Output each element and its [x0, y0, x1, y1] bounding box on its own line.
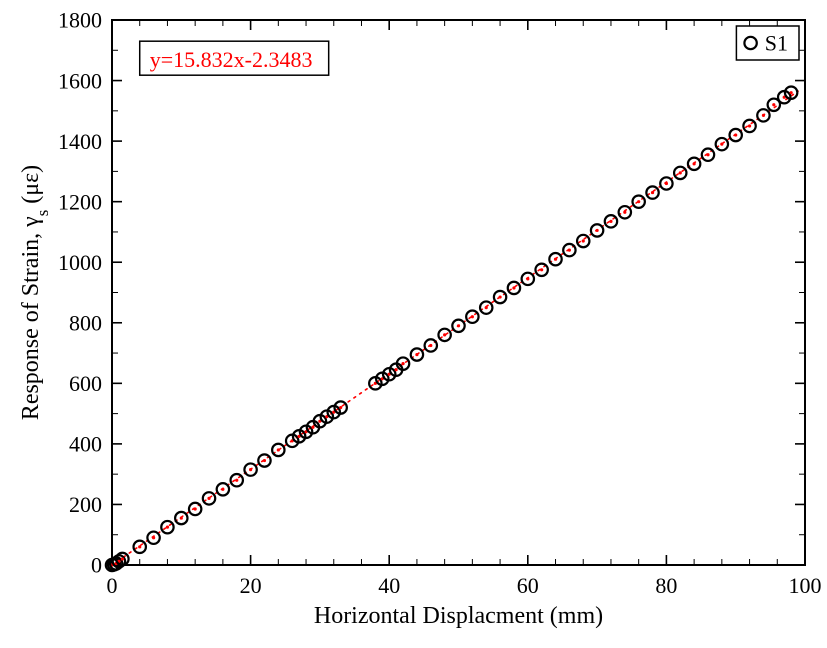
svg-text:40: 40	[378, 573, 400, 598]
svg-text:80: 80	[655, 573, 677, 598]
strain-displacement-chart: 0204060801000200400600800100012001400160…	[0, 0, 827, 648]
svg-text:60: 60	[517, 573, 539, 598]
svg-text:0: 0	[91, 553, 102, 578]
svg-text:1800: 1800	[58, 8, 102, 33]
svg-text:800: 800	[69, 310, 102, 335]
svg-text:0: 0	[107, 573, 118, 598]
svg-text:1600: 1600	[58, 68, 102, 93]
legend-label: S1	[765, 31, 788, 56]
chart-canvas: 0204060801000200400600800100012001400160…	[0, 0, 827, 648]
svg-text:1200: 1200	[58, 189, 102, 214]
x-axis-label: Horizontal Displacment (mm)	[314, 603, 603, 629]
svg-text:400: 400	[69, 432, 102, 457]
svg-text:600: 600	[69, 371, 102, 396]
equation-text: y=15.832x-2.3483	[150, 47, 313, 72]
svg-text:20: 20	[240, 573, 262, 598]
svg-text:1000: 1000	[58, 250, 102, 275]
svg-text:1400: 1400	[58, 129, 102, 154]
svg-text:100: 100	[789, 573, 822, 598]
svg-text:200: 200	[69, 492, 102, 517]
